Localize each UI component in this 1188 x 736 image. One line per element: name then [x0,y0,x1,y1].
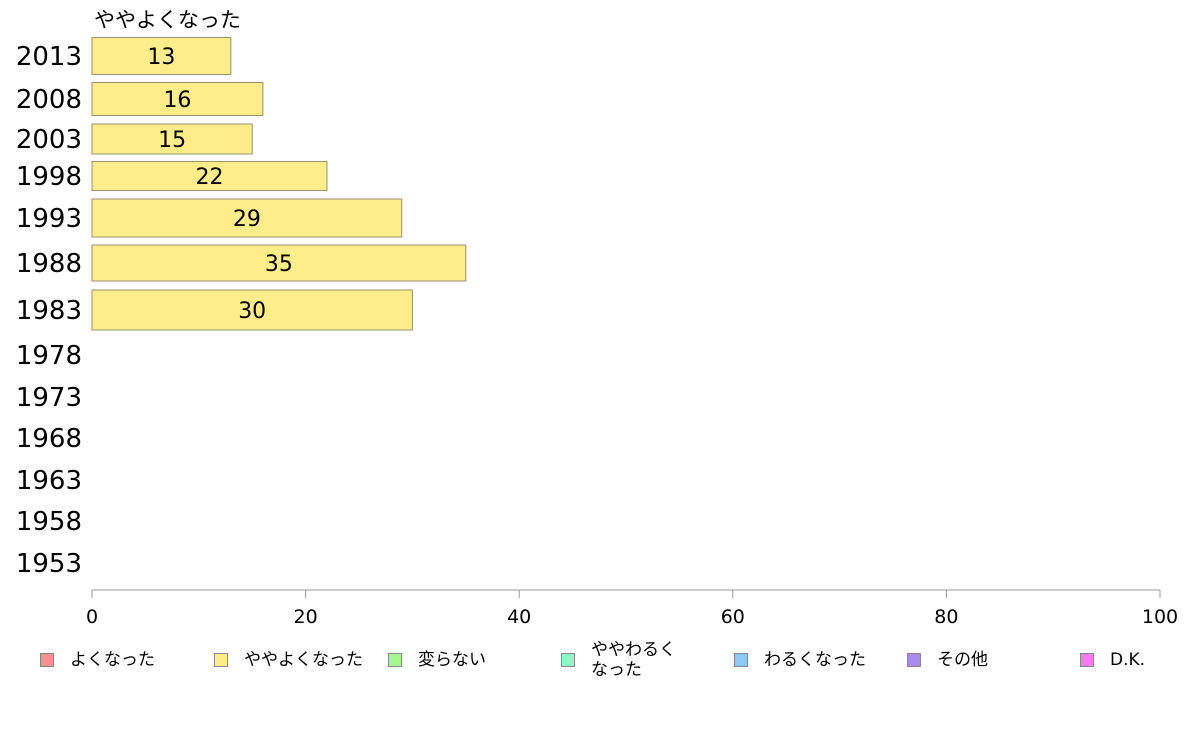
category-label: 1998 [16,162,82,192]
chart-title: ややよくなった [94,8,241,32]
data-label: 29 [233,207,261,232]
legend-item: その他 [907,650,988,670]
legend-swatch [388,653,402,667]
legend-item: 変らない [388,650,486,670]
x-tick-label: 100 [1142,606,1178,628]
legend-swatch [40,653,54,667]
data-label: 15 [158,128,186,153]
x-tick-label: 20 [294,606,318,628]
bar [91,198,403,238]
bar-chart: 2013 13 2008 16 2003 15 1998 22 1993 29 1988 35 1983… [16,37,1178,628]
category-label: 1973 [16,383,82,413]
bar [91,161,328,191]
legend-label: ややわるく なった [591,640,676,680]
category-label: 1968 [16,424,82,454]
category-label: 2008 [16,85,82,115]
legend-label: D.K. [1110,650,1146,670]
data-label: 35 [265,252,293,277]
legend-label: 変らない [418,650,486,670]
category-label: 1953 [16,549,82,579]
bar [91,123,253,155]
legend-label: わるくなった [764,650,866,670]
data-label: 13 [147,45,175,70]
category-label: 1958 [16,507,82,537]
category-label: 1978 [16,341,82,371]
legend-item: ややよくなった [214,650,363,670]
bar [91,244,467,282]
legend-swatch [1080,653,1094,667]
x-tick-label: 0 [86,606,98,628]
category-label: 1963 [16,466,82,496]
category-label: 1993 [16,204,82,234]
category-label: 2003 [16,125,82,155]
bar [91,289,413,331]
data-label: 30 [238,299,266,324]
x-tick-label: 60 [721,606,745,628]
x-tick-label: 40 [507,606,531,628]
category-label: 2013 [16,42,82,72]
data-label: 16 [163,88,191,113]
data-label: 22 [195,165,223,190]
legend-item: わるくなった [734,650,866,670]
legend-label: ややよくなった [244,650,363,670]
legend-label: よくなった [70,650,155,670]
legend-swatch [561,653,575,667]
legend-swatch [734,653,748,667]
legend-item: ややわるく なった [561,640,676,680]
bar [91,37,232,75]
legend-item: よくなった [40,650,155,670]
category-label: 1988 [16,249,82,279]
legend-swatch [907,653,921,667]
legend-swatch [214,653,228,667]
bar [91,82,264,116]
legend: よくなった ややよくなった 変らない ややわるく なった わるくなった その他 D.K. [0,636,1188,696]
category-label: 1983 [16,296,82,326]
x-tick-label: 80 [934,606,958,628]
legend-label: その他 [937,650,988,670]
legend-item: D.K. [1080,650,1145,670]
